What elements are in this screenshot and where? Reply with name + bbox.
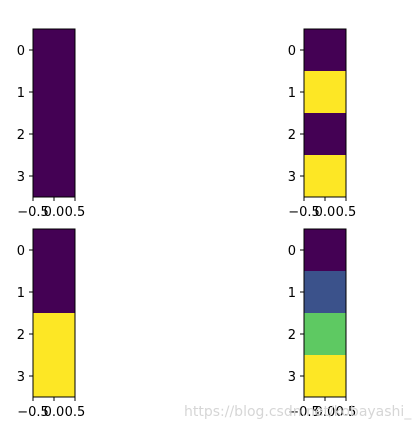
heatmap-cell-r0-c0	[304, 229, 346, 271]
heatmap-cell-r3-c0	[33, 355, 75, 397]
heatmap-cell-r0-c0	[33, 29, 75, 71]
x-tick-label: −0.5	[17, 205, 49, 220]
y-tick-label: 2	[288, 128, 296, 143]
heatmap-cell-r2-c0	[304, 313, 346, 355]
x-tick-label: 0.0	[315, 405, 336, 420]
y-tick-label: 0	[288, 44, 296, 59]
heatmap-cell-r1-c0	[304, 71, 346, 113]
y-tick-label: 1	[17, 286, 25, 301]
heatmap-cell-r2-c0	[33, 113, 75, 155]
heatmap-panel-3: 0 1 2 3 −0.50.0 0.5	[17, 228, 86, 420]
x-tick-label: 0.5	[336, 405, 357, 420]
x-tick-label: 0.0	[44, 405, 65, 420]
x-tick-label: 0.0	[315, 205, 336, 220]
heatmap-cell-r0-c0	[304, 29, 346, 71]
y-tick-label: 2	[17, 328, 25, 343]
y-tick-label: 0	[17, 244, 25, 259]
y-tick-label: 3	[288, 170, 296, 185]
x-tick-label: −0.5	[288, 405, 320, 420]
heatmap-cell-r1-c0	[33, 271, 75, 313]
heatmap-cell-r3-c0	[33, 155, 75, 197]
x-tick-label: 0.5	[336, 205, 357, 220]
y-tick-label: 1	[288, 286, 296, 301]
x-tick-label: 0.0	[44, 205, 65, 220]
y-tick-label: 3	[288, 370, 296, 385]
heatmap-cell-r2-c0	[33, 313, 75, 355]
y-tick-label: 3	[17, 170, 25, 185]
x-tick-label: 0.5	[65, 405, 86, 420]
y-tick-label: 1	[17, 86, 25, 101]
heatmap-cell-r1-c0	[33, 71, 75, 113]
heatmap-cell-r2-c0	[304, 113, 346, 155]
y-tick-label: 1	[288, 86, 296, 101]
x-tick-label: −0.5	[17, 405, 49, 420]
x-tick-label: −0.5	[288, 205, 320, 220]
heatmap-cell-r0-c0	[33, 229, 75, 271]
watermark-text: https://blog.csdn.net/kobayashi_	[184, 404, 412, 420]
y-tick-label: 3	[17, 370, 25, 385]
y-tick-label: 0	[17, 44, 25, 59]
heatmap-cell-r3-c0	[304, 355, 346, 397]
y-tick-label: 2	[288, 328, 296, 343]
y-tick-label: 2	[17, 128, 25, 143]
heatmap-cell-r3-c0	[304, 155, 346, 197]
heatmap-panel-2: 0 1 2 3 −0.50.0 0.5	[288, 28, 357, 220]
heatmap-panel-4: 0 1 2 3 −0.50.0 0.5	[288, 228, 357, 420]
heatmap-cell-r1-c0	[304, 271, 346, 313]
y-tick-label: 0	[288, 244, 296, 259]
heatmap-panel-1: 0 1 2 3 −0.50.0 0.5	[17, 28, 86, 220]
x-tick-label: 0.5	[65, 205, 86, 220]
